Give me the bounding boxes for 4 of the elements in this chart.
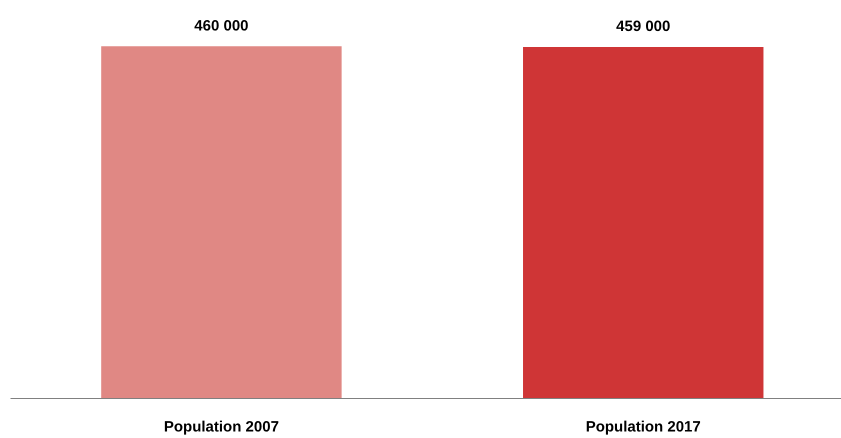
x-tick-label: Population 2007 bbox=[164, 418, 279, 436]
data-label: 460 000 bbox=[194, 17, 249, 34]
x-tick-label: Population 2017 bbox=[586, 418, 701, 436]
data-label: 459 000 bbox=[616, 18, 670, 36]
